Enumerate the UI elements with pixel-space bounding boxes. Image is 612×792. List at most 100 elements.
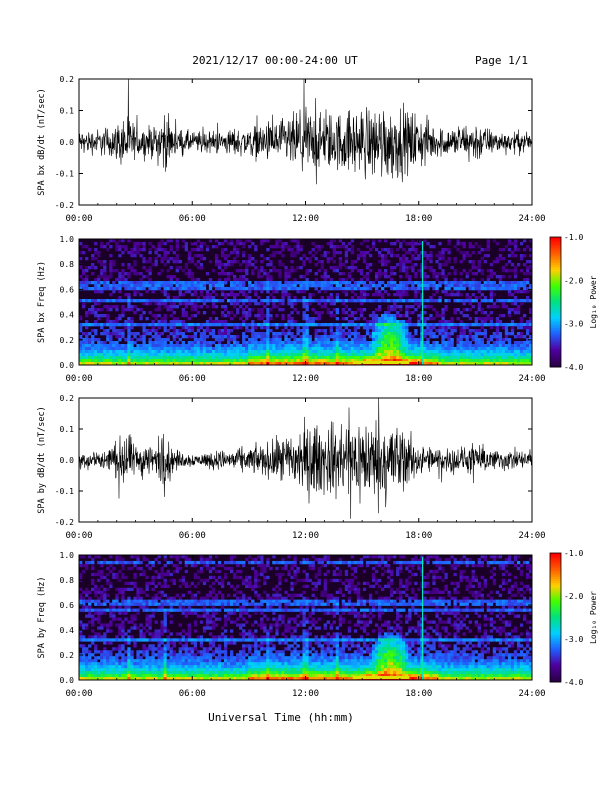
heatmap-cell [245, 287, 249, 291]
heatmap-cell [142, 302, 146, 306]
heatmap-cell [190, 302, 195, 306]
heatmap-cell [166, 662, 170, 666]
heatmap-cell [103, 659, 107, 663]
heatmap-cell [199, 263, 204, 267]
heatmap-cell [450, 320, 454, 324]
heatmap-cell [444, 350, 448, 354]
heatmap-cell [139, 560, 143, 565]
heatmap-cell [350, 359, 355, 363]
heatmap-cell [507, 341, 512, 345]
heatmap-cell [257, 287, 261, 291]
heatmap-cell [172, 668, 176, 672]
heatmap-cell [368, 344, 373, 348]
heatmap-cell [266, 338, 270, 342]
heatmap-cell [290, 266, 294, 270]
heatmap-cell [432, 284, 436, 288]
heatmap-cell [284, 284, 288, 288]
heatmap-cell [426, 317, 430, 321]
heatmap-cell [245, 263, 249, 267]
heatmap-cell [239, 353, 243, 357]
colorbar-swatch [550, 304, 561, 307]
heatmap-cell [417, 254, 421, 258]
heatmap-cell [414, 341, 418, 345]
heatmap-cell [82, 665, 86, 669]
heatmap-cell [350, 269, 355, 273]
heatmap-cell [377, 272, 382, 276]
heatmap-cell [79, 599, 83, 603]
heatmap-cell [359, 290, 364, 294]
heatmap-cell [408, 356, 412, 360]
y-tick-label: -0.2 [55, 518, 74, 527]
heatmap-cell [85, 566, 89, 571]
heatmap-cell [444, 341, 448, 345]
heatmap-cell [281, 299, 285, 303]
heatmap-cell [130, 320, 134, 324]
heatmap-cell [480, 341, 484, 345]
heatmap-cell [127, 332, 131, 336]
heatmap-cell [121, 656, 125, 660]
heatmap-cell [118, 362, 122, 366]
heatmap-cell [381, 281, 385, 285]
heatmap-cell [387, 305, 391, 309]
heatmap-cell [172, 359, 176, 363]
heatmap-cell [453, 281, 457, 285]
heatmap-cell [109, 608, 113, 612]
heatmap-cell [187, 269, 192, 273]
heatmap-cell [178, 623, 182, 627]
heatmap-cell [115, 656, 119, 660]
by-waveform-axes: 00:00 06:00 12:00 18:00 24:000.20.10.0-0.1-0… [37, 394, 546, 541]
heatmap-cell [82, 596, 86, 600]
heatmap-cell [441, 272, 445, 276]
heatmap-cell [528, 341, 533, 345]
heatmap-cell [411, 362, 415, 366]
heatmap-cell [323, 353, 327, 357]
heatmap-cell [456, 317, 460, 321]
heatmap-cell [151, 656, 155, 660]
heatmap-cell [187, 260, 192, 264]
heatmap-cell [205, 347, 210, 351]
heatmap-cell [172, 287, 176, 291]
heatmap-cell [103, 272, 107, 276]
heatmap-cell [474, 323, 478, 327]
heatmap-cell [193, 344, 198, 348]
heatmap-cell [390, 335, 394, 339]
heatmap-cell [124, 581, 128, 586]
heatmap-cell [166, 629, 170, 633]
heatmap-cell [311, 353, 315, 357]
heatmap-cell [115, 560, 119, 565]
heatmap-cell [528, 362, 533, 366]
heatmap-cell [350, 350, 355, 354]
heatmap-cell [329, 350, 333, 354]
heatmap-cell [172, 353, 176, 357]
heatmap-cell [157, 668, 161, 672]
heatmap-cell [317, 323, 321, 327]
heatmap-cell [371, 350, 376, 354]
heatmap-cell [172, 674, 176, 678]
heatmap-cell [127, 641, 131, 645]
heatmap-cell [133, 242, 137, 246]
heatmap-cell [109, 299, 113, 303]
heatmap-cell [522, 347, 527, 351]
heatmap-cell [359, 356, 364, 360]
heatmap-cell [205, 305, 210, 309]
heatmap-cell [275, 305, 279, 309]
heatmap-cell [504, 350, 509, 354]
heatmap-cell [154, 359, 158, 363]
heatmap-cell [79, 353, 83, 357]
heatmap-cell [287, 350, 291, 354]
heatmap-cell [510, 254, 515, 258]
heatmap-cell [245, 323, 249, 327]
heatmap-cell [453, 272, 457, 276]
heatmap-cell [211, 335, 216, 339]
heatmap-cell [160, 629, 164, 633]
heatmap-cell [190, 563, 195, 568]
heatmap-cell [462, 254, 466, 258]
heatmap-cell [166, 287, 170, 291]
heatmap-cell [163, 320, 167, 324]
heatmap-cell [79, 674, 83, 678]
heatmap-cell [142, 311, 146, 315]
heatmap-cell [501, 326, 506, 330]
heatmap-cell [459, 278, 463, 282]
heatmap-cell [142, 266, 146, 270]
heatmap-cell [236, 344, 240, 348]
